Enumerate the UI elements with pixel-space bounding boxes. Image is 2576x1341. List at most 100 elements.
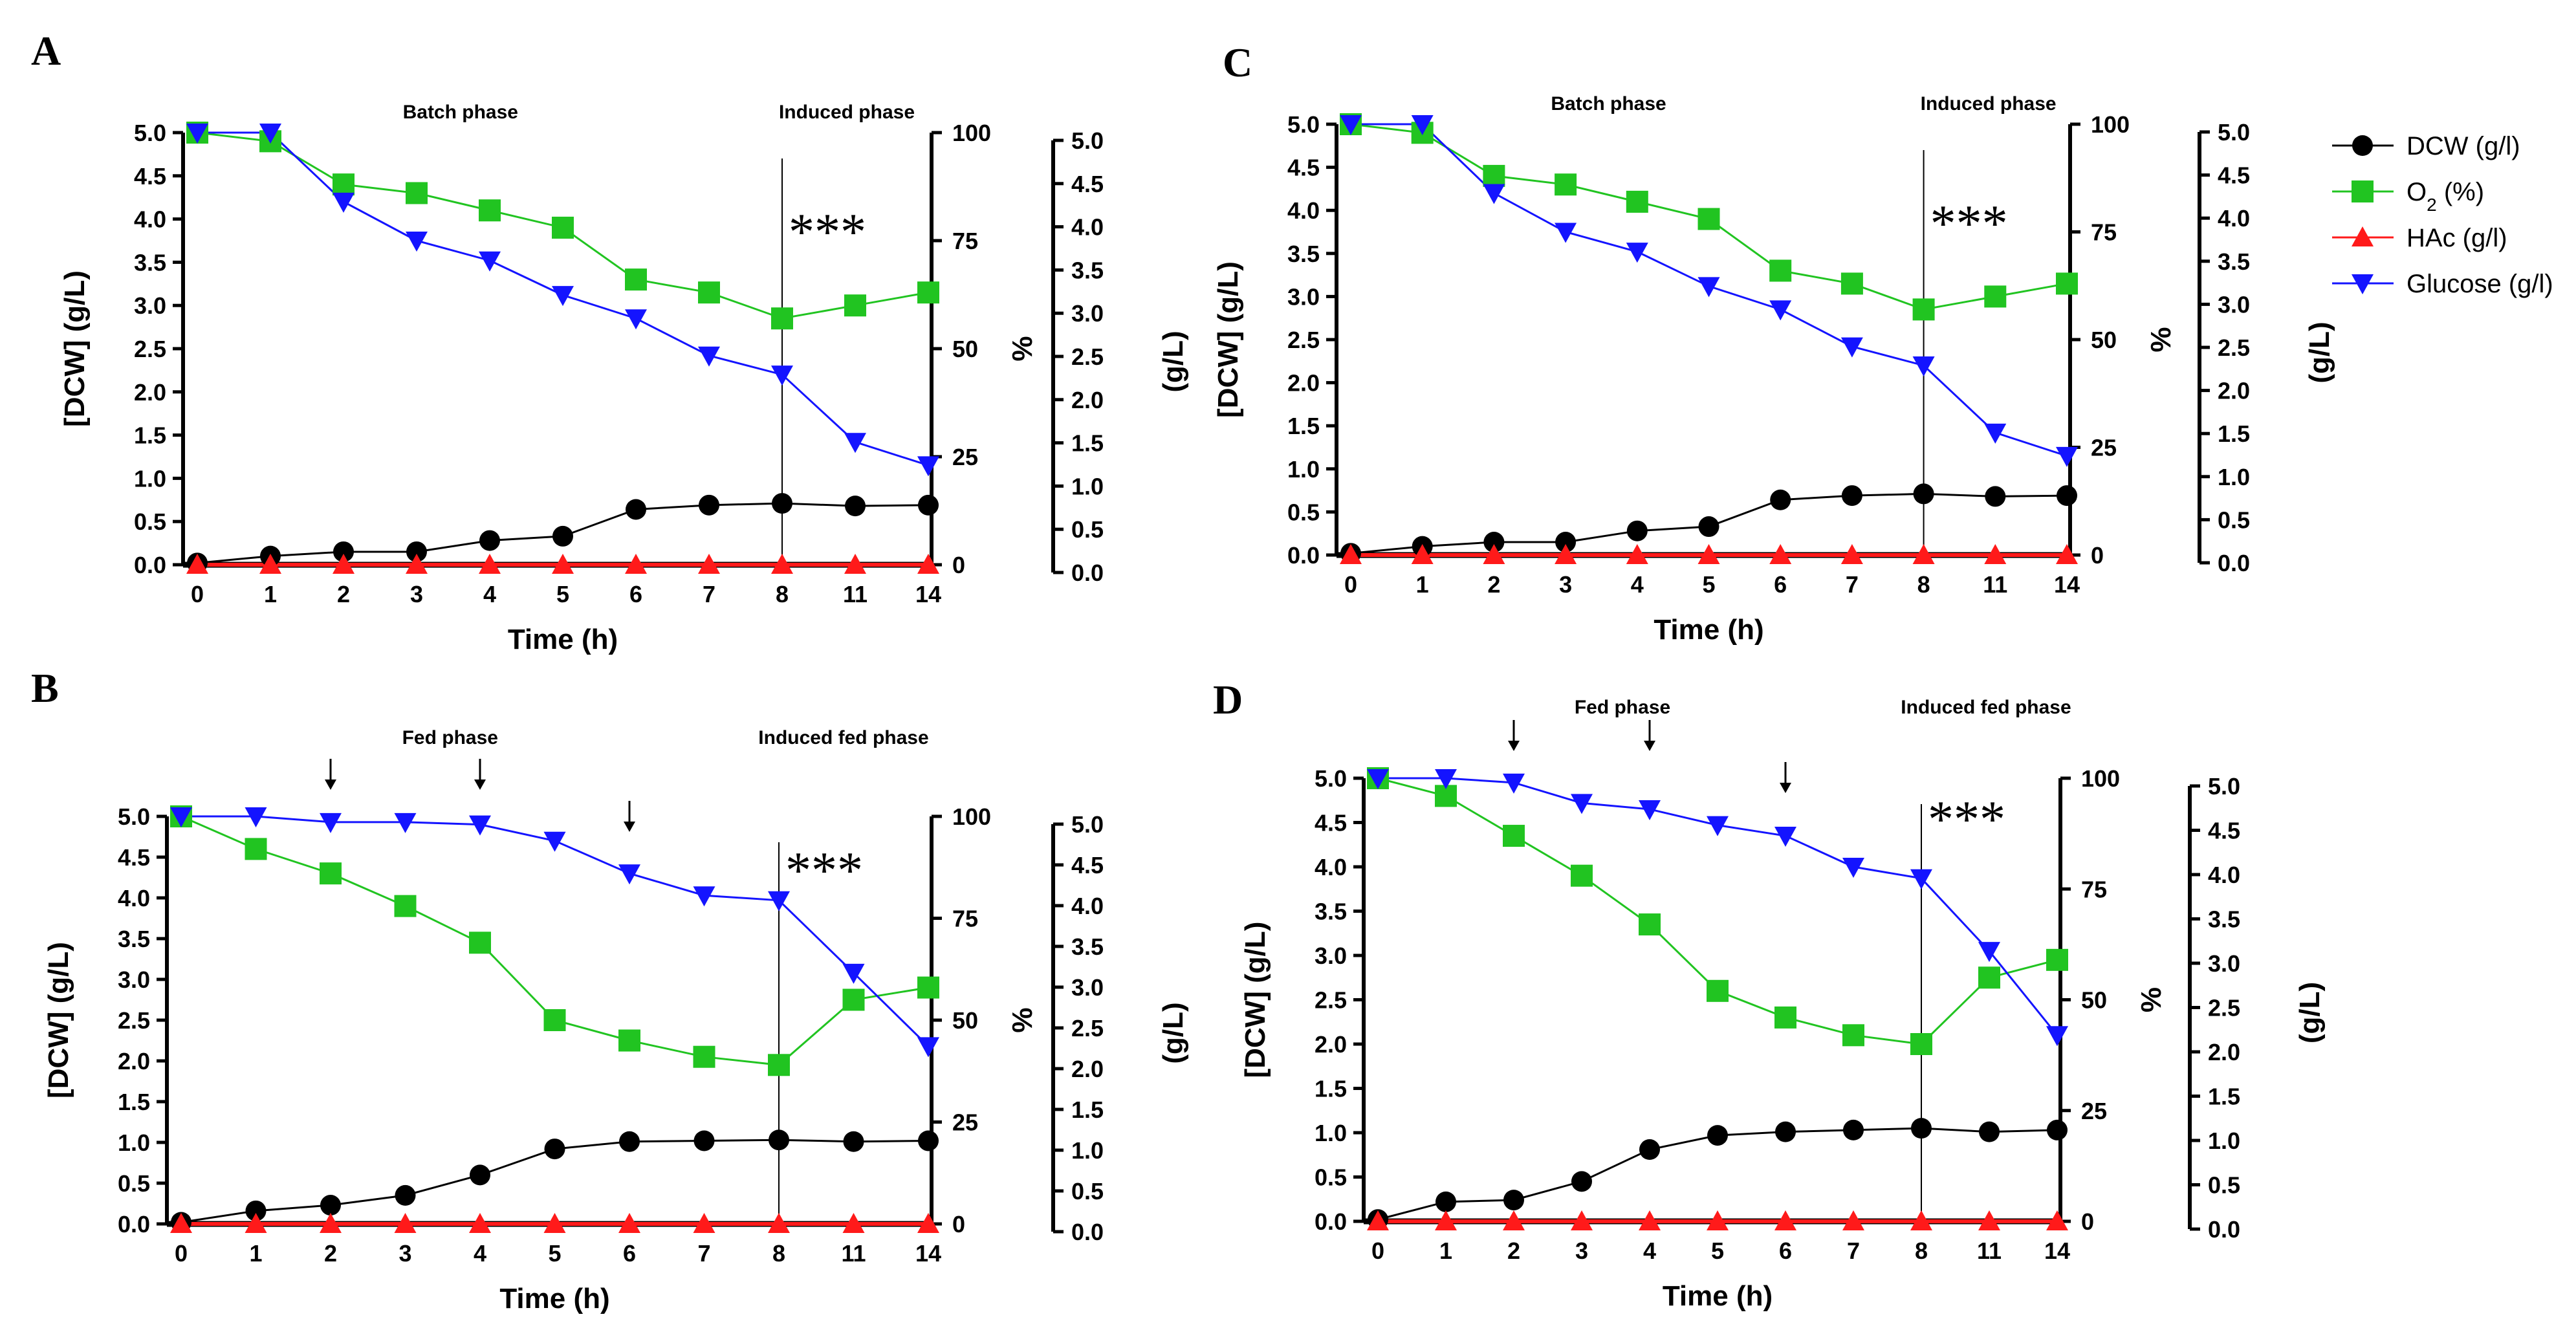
- phase-label-second: Induced phase: [1921, 93, 2057, 114]
- data-point: [917, 281, 939, 304]
- x-tick-label: 0: [1344, 571, 1357, 598]
- data-point: [1979, 1121, 2000, 1142]
- data-point: [917, 1037, 939, 1058]
- x-tick-label: 5: [548, 1240, 561, 1267]
- data-point: [552, 216, 574, 239]
- phase-label-first: Batch phase: [403, 102, 518, 123]
- right-y-gl-tick-label: 2.0: [1071, 1056, 1104, 1082]
- feed-arrow-head: [1644, 741, 1655, 751]
- data-point: [1913, 483, 1934, 505]
- left-y-tick-label: 1.0: [134, 465, 166, 492]
- chart-panel-a: A Batch phase Induced phase 0.0 0.5 1.0 1.5 2.0…: [31, 28, 1189, 655]
- data-point: [693, 886, 715, 907]
- legend-item: DCW (g/l): [2332, 132, 2520, 160]
- data-point: [917, 1213, 939, 1233]
- data-point: [1840, 272, 1863, 295]
- data-point: [1978, 966, 2000, 989]
- data-point: [1571, 794, 1593, 814]
- data-point: [1571, 1210, 1593, 1230]
- left-y-tick-label: 1.0: [118, 1129, 150, 1156]
- data-point: [320, 862, 342, 885]
- x-tick-label: 6: [1774, 571, 1787, 598]
- data-point: [768, 1213, 790, 1233]
- data-point: [844, 294, 866, 317]
- data-point: [333, 173, 355, 196]
- data-point: [2056, 446, 2078, 467]
- x-tick-label: 7: [1847, 1237, 1860, 1264]
- x-tick-label: 3: [1575, 1237, 1588, 1264]
- x-tick-label: 6: [1779, 1237, 1792, 1264]
- x-tick-label: 4: [1643, 1237, 1656, 1264]
- right-y-gl-tick-label: 0.5: [2208, 1172, 2240, 1199]
- left-y-tick-label: 4.5: [134, 163, 166, 190]
- data-point: [842, 963, 865, 984]
- legend-label-part: (%): [2437, 178, 2484, 206]
- x-tick-label: 2: [324, 1240, 337, 1267]
- data-point: [245, 807, 267, 827]
- right-y-gl-tick-label: 3.5: [1071, 257, 1104, 283]
- data-point: [394, 812, 417, 833]
- data-point: [333, 541, 354, 562]
- left-y-tick-label: 2.0: [1315, 1031, 1347, 1058]
- x-tick-label: 8: [1917, 571, 1930, 598]
- right-y-gl-tick-label: 4.5: [2208, 818, 2240, 844]
- left-y-tick-label: 3.0: [1315, 943, 1347, 969]
- data-point: [1978, 1210, 2000, 1230]
- data-point: [1697, 544, 1720, 564]
- data-point: [1978, 942, 2000, 963]
- data-point: [1984, 544, 2007, 564]
- data-point: [618, 864, 640, 885]
- left-y-tick-label: 0.5: [1287, 499, 1320, 525]
- x-tick-label: 0: [1371, 1237, 1384, 1264]
- right-y-gl-tick-label: 2.0: [2208, 1039, 2240, 1065]
- data-point: [771, 554, 793, 574]
- data-point: [469, 815, 491, 836]
- right-y-percent-tick-label: 50: [2091, 327, 2117, 353]
- data-point: [170, 1213, 192, 1233]
- data-point: [259, 124, 281, 144]
- legend-marker: [2352, 226, 2374, 246]
- data-point: [1483, 184, 1505, 204]
- right-y-gl-tick-label: 2.5: [2208, 995, 2240, 1021]
- data-point: [626, 499, 646, 520]
- data-point: [1842, 1210, 1864, 1230]
- data-point: [2056, 272, 2078, 295]
- data-point: [395, 1184, 416, 1206]
- data-point: [1985, 486, 2006, 507]
- left-y-tick-label: 0.5: [1315, 1164, 1347, 1191]
- right-y-percent-tick-label: 75: [2081, 876, 2107, 902]
- data-point: [2046, 1210, 2068, 1230]
- data-point: [1842, 1024, 1864, 1047]
- data-point: [1626, 520, 1648, 541]
- data-point: [479, 251, 501, 272]
- left-y-tick-label: 3.0: [134, 292, 166, 319]
- left-y-tick-label: 4.0: [118, 885, 150, 911]
- right-y-gl-tick-label: 1.0: [1071, 473, 1104, 499]
- right-y-percent-tick-label: 75: [952, 906, 978, 932]
- left-y-tick-label: 1.0: [1315, 1120, 1347, 1146]
- phase-label-first: Batch phase: [1551, 93, 1666, 114]
- right-y-gl-tick-label: 4.0: [2218, 205, 2250, 232]
- right-y-gl-tick-label: 0.0: [1071, 560, 1104, 586]
- right-y-gl-tick-label: 4.0: [1071, 893, 1104, 919]
- legend-label-subscript: 2: [2427, 195, 2437, 215]
- feed-arrow-head: [1508, 741, 1520, 751]
- data-point: [1639, 1139, 1660, 1161]
- data-point: [768, 891, 790, 911]
- data-point: [693, 1130, 715, 1151]
- right-y-gl-tick-label: 0.0: [2208, 1216, 2240, 1243]
- data-point: [1707, 1125, 1728, 1146]
- right-y-percent-tick-label: 0: [952, 1211, 965, 1237]
- data-point: [1483, 164, 1505, 187]
- data-point: [1910, 1210, 1932, 1230]
- data-point: [320, 1195, 341, 1216]
- data-point: [543, 1009, 566, 1031]
- x-tick-label: 4: [474, 1240, 486, 1267]
- left-y-tick-label: 3.0: [1287, 283, 1320, 310]
- left-y-tick-label: 2.0: [118, 1048, 150, 1074]
- left-y-tick-label: 0.0: [118, 1211, 150, 1237]
- data-point: [1503, 1190, 1524, 1211]
- data-point: [769, 1129, 789, 1151]
- legend-label: DCW (g/l): [2407, 132, 2520, 160]
